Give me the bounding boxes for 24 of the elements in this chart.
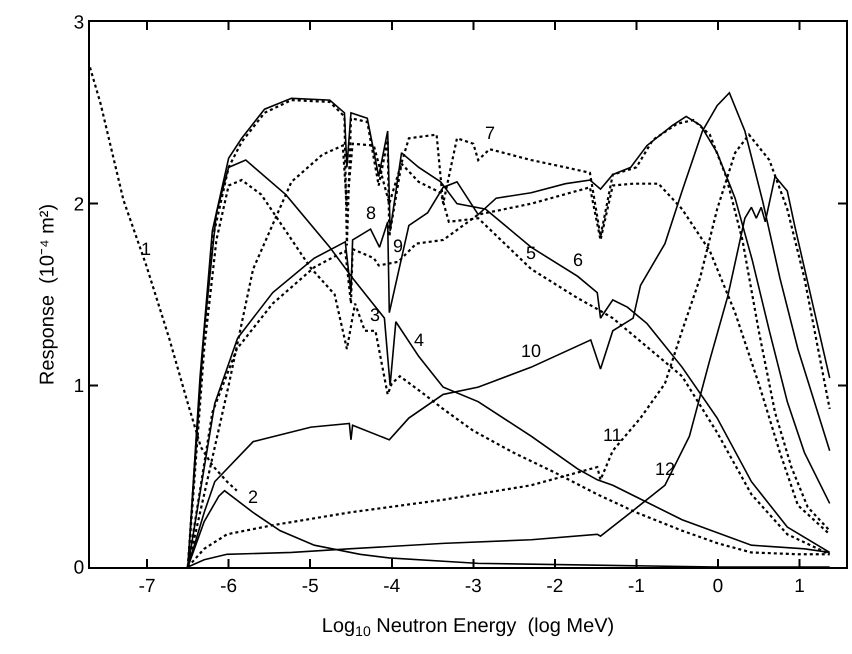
x-tick-label: -7 (138, 576, 156, 597)
annotation: 1 (141, 239, 152, 259)
x-tick-label: 0 (712, 576, 724, 597)
x-tick-label: -2 (546, 576, 564, 597)
annotation: 10 (521, 341, 542, 361)
y-tick-label: 2 (74, 194, 84, 216)
annotation: 6 (573, 250, 584, 270)
x-axis-title: Log$_{10}$ Neutron Energy (log MeV) (322, 614, 614, 639)
x-tick-label: -3 (464, 576, 482, 597)
annotation: 2 (248, 487, 258, 507)
annotation: 8 (366, 203, 376, 223)
y-tick-label: 3 (74, 12, 84, 34)
y-tick-label: 1 (74, 376, 84, 397)
x-tick-label: -4 (383, 576, 401, 597)
annotation: 7 (485, 123, 496, 143)
x-tick-label: -6 (220, 576, 238, 597)
annotation: 9 (393, 236, 404, 256)
y-tick-label: 0 (74, 558, 84, 579)
x-tick-label: 1 (794, 576, 805, 597)
y-axis-title: Response (10⁻⁴ m²) (36, 204, 59, 386)
x-tick-label: -1 (628, 576, 645, 597)
annotation: 11 (603, 425, 622, 445)
annotation: 4 (414, 330, 424, 350)
x-tick-label: -5 (302, 576, 319, 597)
